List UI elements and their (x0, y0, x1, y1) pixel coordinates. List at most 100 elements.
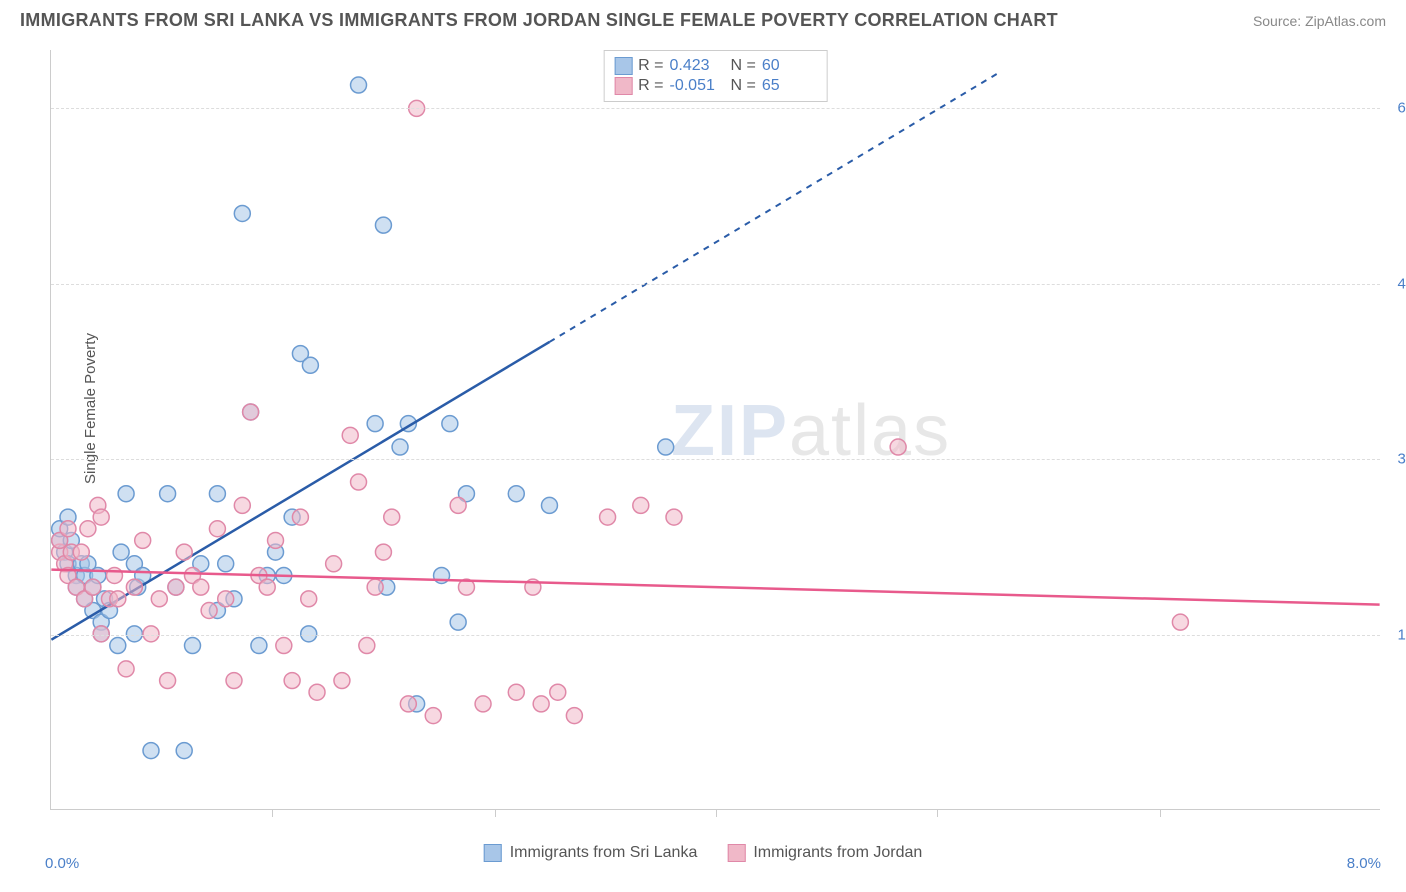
scatter-point (292, 346, 308, 362)
scatter-point (276, 638, 292, 654)
scatter-point (458, 486, 474, 502)
scatter-point (633, 497, 649, 513)
r-label: R = (638, 77, 663, 95)
scatter-point (525, 579, 541, 595)
scatter-point (209, 486, 225, 502)
scatter-point (541, 497, 557, 513)
scatter-point (168, 579, 184, 595)
x-tick-mark (1160, 809, 1161, 817)
scatter-point (80, 556, 96, 572)
scatter-point (118, 486, 134, 502)
scatter-point (276, 567, 292, 583)
scatter-point (110, 591, 126, 607)
x-tick-max: 8.0% (1347, 855, 1381, 872)
scatter-point (326, 556, 342, 572)
scatter-point (259, 567, 275, 583)
page-title: IMMIGRANTS FROM SRI LANKA VS IMMIGRANTS … (20, 10, 1058, 31)
legend-correlation: R = 0.423 N = 60 R = -0.051 N = 65 (603, 50, 828, 102)
scatter-point (384, 509, 400, 525)
scatter-point (118, 661, 134, 677)
n-label: N = (731, 57, 756, 75)
scatter-point (600, 509, 616, 525)
scatter-point (1172, 614, 1188, 630)
scatter-point (68, 579, 84, 595)
scatter-point (302, 357, 318, 373)
scatter-point (185, 638, 201, 654)
y-tick-label: 30.0% (1397, 451, 1406, 468)
x-tick-mark (495, 809, 496, 817)
legend-item-jordan: Immigrants from Jordan (727, 844, 922, 862)
scatter-point (60, 521, 76, 537)
scatter-point (251, 638, 267, 654)
scatter-point (73, 556, 89, 572)
scatter-point (52, 532, 68, 548)
scatter-point (392, 439, 408, 455)
scatter-point (201, 603, 217, 619)
gridline (51, 284, 1380, 285)
scatter-point (450, 497, 466, 513)
scatter-point (63, 544, 79, 560)
scatter-point (101, 591, 117, 607)
chart-svg (51, 50, 1380, 809)
scatter-point (351, 474, 367, 490)
scatter-point (126, 579, 142, 595)
legend-label-sri-lanka: Immigrants from Sri Lanka (510, 844, 698, 862)
scatter-point (508, 486, 524, 502)
scatter-point (342, 427, 358, 443)
scatter-point (68, 567, 84, 583)
scatter-point (268, 544, 284, 560)
scatter-point (259, 579, 275, 595)
r-value-sri-lanka: 0.423 (670, 57, 725, 75)
scatter-point (309, 684, 325, 700)
scatter-point (566, 708, 582, 724)
scatter-point (80, 521, 96, 537)
scatter-point (533, 696, 549, 712)
scatter-point (400, 416, 416, 432)
scatter-point (359, 638, 375, 654)
scatter-point (375, 217, 391, 233)
scatter-point (77, 567, 93, 583)
scatter-point (60, 556, 76, 572)
scatter-point (151, 591, 167, 607)
scatter-point (93, 614, 109, 630)
trend-line-dashed (549, 73, 997, 342)
scatter-point (243, 404, 259, 420)
scatter-point (160, 486, 176, 502)
swatch-sri-lanka (614, 57, 632, 75)
scatter-point (135, 532, 151, 548)
scatter-point (658, 439, 674, 455)
scatter-point (334, 673, 350, 689)
scatter-point (176, 544, 192, 560)
scatter-point (379, 579, 395, 595)
trend-line (51, 570, 1379, 605)
scatter-point (57, 544, 73, 560)
scatter-point (666, 509, 682, 525)
scatter-point (226, 673, 242, 689)
scatter-point (101, 603, 117, 619)
scatter-point (400, 696, 416, 712)
scatter-point (450, 614, 466, 630)
scatter-point (209, 603, 225, 619)
scatter-point (93, 509, 109, 525)
scatter-point (85, 579, 101, 595)
scatter-point (52, 521, 68, 537)
scatter-point (130, 579, 146, 595)
legend-item-sri-lanka: Immigrants from Sri Lanka (484, 844, 698, 862)
scatter-point (77, 591, 93, 607)
scatter-point (90, 567, 106, 583)
scatter-point (193, 579, 209, 595)
scatter-point (52, 544, 68, 560)
scatter-point (292, 509, 308, 525)
scatter-point (126, 556, 142, 572)
gridline (51, 635, 1380, 636)
swatch-jordan (614, 77, 632, 95)
scatter-point (508, 684, 524, 700)
scatter-point (143, 743, 159, 759)
scatter-point (458, 579, 474, 595)
scatter-point (110, 638, 126, 654)
scatter-point (301, 591, 317, 607)
scatter-point (234, 497, 250, 513)
x-tick-mark (272, 809, 273, 817)
y-tick-label: 45.0% (1397, 275, 1406, 292)
scatter-point (160, 673, 176, 689)
